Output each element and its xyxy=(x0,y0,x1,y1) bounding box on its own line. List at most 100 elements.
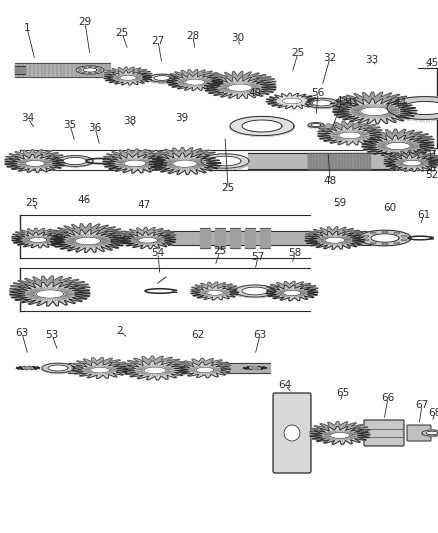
Text: 46: 46 xyxy=(78,195,91,205)
Text: 25: 25 xyxy=(221,183,235,193)
Polygon shape xyxy=(313,293,314,297)
Polygon shape xyxy=(343,241,349,248)
Polygon shape xyxy=(312,434,313,439)
Polygon shape xyxy=(207,290,223,295)
Polygon shape xyxy=(15,66,25,74)
Polygon shape xyxy=(46,167,47,172)
Polygon shape xyxy=(417,164,422,171)
Polygon shape xyxy=(209,85,220,93)
Polygon shape xyxy=(175,366,186,373)
Polygon shape xyxy=(15,292,28,300)
Polygon shape xyxy=(395,116,396,123)
Polygon shape xyxy=(257,87,263,96)
Polygon shape xyxy=(333,99,417,124)
Polygon shape xyxy=(230,89,237,98)
Polygon shape xyxy=(64,294,74,304)
Polygon shape xyxy=(214,294,218,300)
Polygon shape xyxy=(109,370,115,377)
Polygon shape xyxy=(53,159,64,165)
Polygon shape xyxy=(306,295,307,300)
Polygon shape xyxy=(109,77,116,82)
Polygon shape xyxy=(106,374,108,378)
Polygon shape xyxy=(330,135,337,143)
Polygon shape xyxy=(245,228,255,248)
Polygon shape xyxy=(10,289,26,296)
Polygon shape xyxy=(212,165,213,171)
Polygon shape xyxy=(189,370,199,376)
Polygon shape xyxy=(363,135,372,142)
Polygon shape xyxy=(353,136,356,145)
Polygon shape xyxy=(156,375,159,380)
Polygon shape xyxy=(324,241,328,248)
Polygon shape xyxy=(179,362,231,378)
Polygon shape xyxy=(422,163,430,169)
Polygon shape xyxy=(113,369,117,377)
Polygon shape xyxy=(362,129,434,151)
Polygon shape xyxy=(409,150,410,156)
Text: 65: 65 xyxy=(336,388,350,398)
Polygon shape xyxy=(338,140,340,144)
Polygon shape xyxy=(87,374,89,378)
Polygon shape xyxy=(308,153,370,169)
Polygon shape xyxy=(101,241,111,250)
Polygon shape xyxy=(374,148,375,154)
Polygon shape xyxy=(142,241,148,248)
Polygon shape xyxy=(204,71,276,93)
Polygon shape xyxy=(359,437,360,442)
Text: 1: 1 xyxy=(24,23,30,33)
Polygon shape xyxy=(312,100,332,106)
Text: 28: 28 xyxy=(187,31,200,41)
Polygon shape xyxy=(18,239,25,245)
Polygon shape xyxy=(316,240,323,247)
Polygon shape xyxy=(137,78,143,84)
Polygon shape xyxy=(201,154,249,168)
Polygon shape xyxy=(50,235,65,241)
Polygon shape xyxy=(116,368,124,375)
Polygon shape xyxy=(212,79,222,84)
Polygon shape xyxy=(381,146,387,156)
Polygon shape xyxy=(353,236,364,242)
Polygon shape xyxy=(155,159,166,165)
Polygon shape xyxy=(396,110,404,120)
Text: 59: 59 xyxy=(333,198,346,208)
Polygon shape xyxy=(338,136,342,144)
Polygon shape xyxy=(174,367,183,375)
Polygon shape xyxy=(430,144,431,151)
Polygon shape xyxy=(35,164,36,172)
Polygon shape xyxy=(384,155,438,172)
Polygon shape xyxy=(123,164,127,172)
Polygon shape xyxy=(141,244,142,248)
Polygon shape xyxy=(113,369,122,375)
Polygon shape xyxy=(12,237,23,241)
Polygon shape xyxy=(204,161,213,171)
Polygon shape xyxy=(273,294,274,298)
Polygon shape xyxy=(197,374,198,377)
Polygon shape xyxy=(87,242,91,253)
Polygon shape xyxy=(307,290,317,295)
Polygon shape xyxy=(155,163,170,170)
Polygon shape xyxy=(166,374,168,379)
Polygon shape xyxy=(171,240,172,245)
Polygon shape xyxy=(381,112,386,124)
Polygon shape xyxy=(27,167,29,172)
Polygon shape xyxy=(334,108,335,115)
Polygon shape xyxy=(318,132,331,137)
Polygon shape xyxy=(28,298,30,304)
Polygon shape xyxy=(204,77,276,99)
Polygon shape xyxy=(103,159,116,165)
Polygon shape xyxy=(80,372,81,376)
Polygon shape xyxy=(357,432,369,438)
Polygon shape xyxy=(85,246,87,253)
Polygon shape xyxy=(109,162,118,169)
Polygon shape xyxy=(130,372,131,377)
Polygon shape xyxy=(149,148,221,169)
Polygon shape xyxy=(401,147,404,157)
Polygon shape xyxy=(12,292,28,298)
Polygon shape xyxy=(206,85,220,91)
Polygon shape xyxy=(27,164,29,172)
Polygon shape xyxy=(220,368,226,375)
Polygon shape xyxy=(317,291,318,295)
Polygon shape xyxy=(343,113,344,120)
Polygon shape xyxy=(260,228,270,248)
Polygon shape xyxy=(31,244,33,248)
